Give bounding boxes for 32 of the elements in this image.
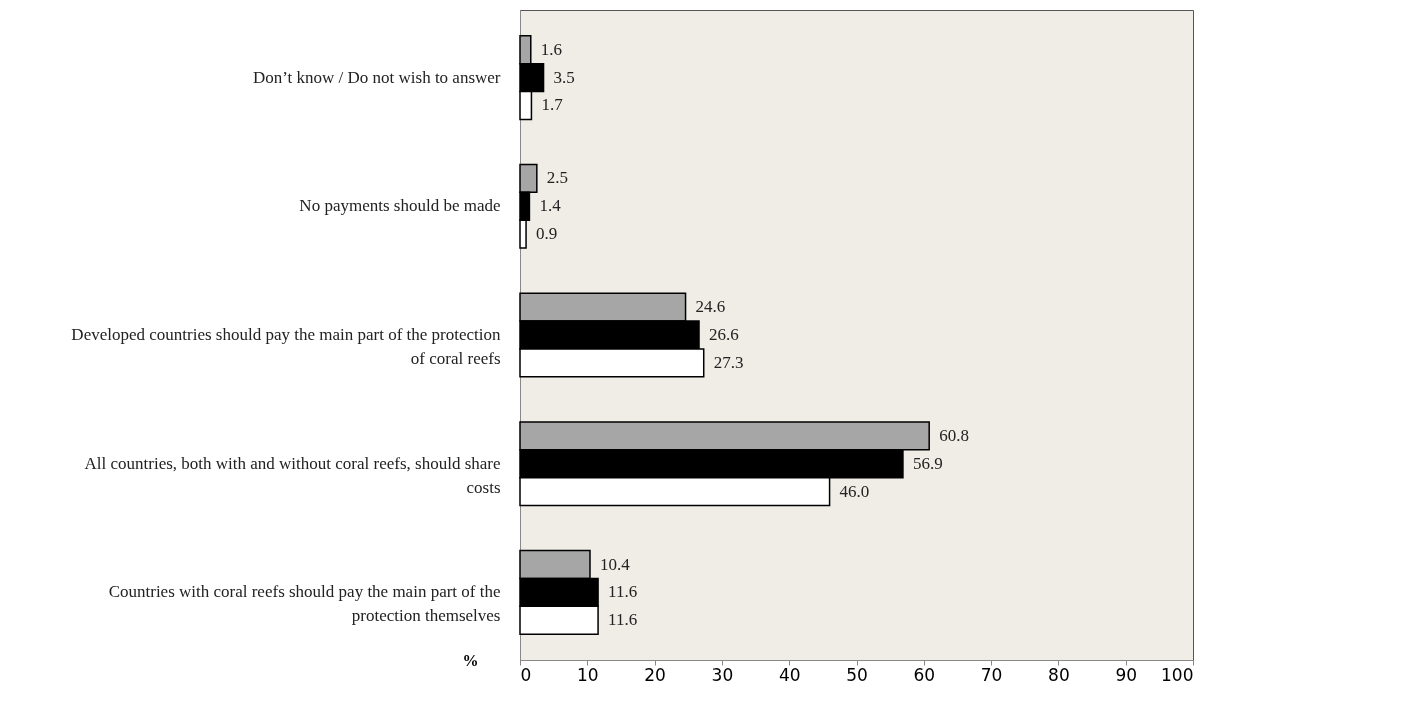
x-axis-title: % (462, 651, 479, 669)
y-tick-label: Countries with coral reefs should pay the main part of the protection themselves (108, 582, 501, 626)
y-tick-label: No payments should be made (299, 196, 501, 216)
text: 10.4 (599, 554, 630, 574)
x-tick-label: 0 (520, 664, 532, 685)
text: 56.9 (912, 453, 943, 473)
text: 3.5 (553, 67, 575, 87)
x-tick-label: 40 (778, 664, 801, 685)
y-tick-label: All countries, both with and without coral reefs, should share costs (84, 453, 501, 497)
x-tick-label: 70 (980, 664, 1003, 685)
text: 1.6 (540, 39, 563, 59)
x-tick-label: 30 (711, 664, 734, 685)
text: 2.5 (546, 168, 569, 188)
x-tick-label: 90 (1115, 664, 1138, 685)
text: 26.6 (709, 325, 739, 344)
text: 11.6 (608, 610, 638, 630)
x-tick-label: 20 (644, 664, 666, 685)
x-tick-label: 80 (1048, 664, 1070, 685)
text: 11.6 (608, 582, 638, 602)
x-tick-label: 60 (913, 664, 936, 685)
text: 60.8 (939, 425, 969, 445)
x-tick-label: 50 (846, 664, 868, 685)
text: 27.3 (713, 352, 744, 372)
text: 1.7 (541, 95, 563, 115)
text: 46.0 (839, 481, 870, 501)
text: 0.9 (536, 224, 558, 244)
y-tick-label: Developed countries should pay the main part of the protection of coral reefs (71, 325, 501, 368)
text: 1.4 (539, 196, 561, 216)
x-tick-label: 10 (576, 664, 599, 685)
text: 24.6 (695, 297, 726, 317)
x-tick-label: 100 (1161, 664, 1194, 685)
y-tick-label: Don’t know / Do not wish to answer (252, 67, 501, 87)
